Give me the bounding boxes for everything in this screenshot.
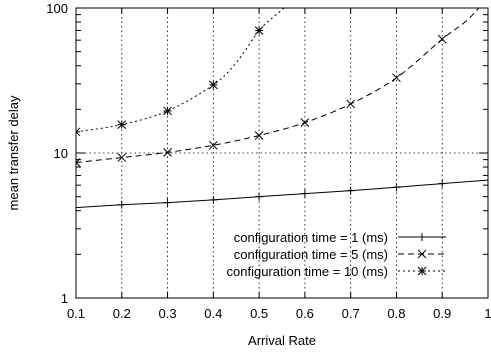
data-point xyxy=(438,179,447,188)
y-tick-label: 1 xyxy=(61,291,68,306)
series-3 xyxy=(76,8,285,137)
legend-marker xyxy=(417,266,427,276)
data-point xyxy=(76,127,81,137)
data-point xyxy=(392,183,401,192)
data-point xyxy=(208,80,218,90)
x-tick-label: 0.4 xyxy=(204,306,222,321)
x-tick-label: 0.7 xyxy=(342,306,360,321)
x-tick-label: 0.6 xyxy=(296,306,314,321)
legend-label: configuration time = 1 (ms) xyxy=(234,230,388,245)
series-line xyxy=(76,8,285,133)
x-tick-label: 0.2 xyxy=(113,306,131,321)
series-line xyxy=(76,8,480,163)
data-point xyxy=(346,186,355,195)
data-point xyxy=(208,140,218,150)
x-tick-label: 1 xyxy=(484,306,491,321)
y-tick-label: 100 xyxy=(46,1,68,16)
data-point xyxy=(117,153,127,162)
x-tick-label: 0.8 xyxy=(387,306,405,321)
x-tick-label: 0.9 xyxy=(433,306,451,321)
series-layer xyxy=(76,8,488,209)
x-tick-label: 0.1 xyxy=(67,306,85,321)
series-2 xyxy=(76,8,480,167)
x-tick-label: 0.5 xyxy=(250,306,268,321)
data-point xyxy=(163,148,172,157)
data-point xyxy=(255,192,264,201)
y-axis-label: mean transfer delay xyxy=(6,95,21,210)
data-point xyxy=(437,34,447,44)
data-point xyxy=(117,120,127,129)
data-point xyxy=(163,106,172,116)
legend-label: configuration time = 5 (ms) xyxy=(234,247,388,262)
series-1 xyxy=(76,179,488,209)
data-point xyxy=(76,158,81,167)
legend-marker xyxy=(417,249,427,259)
y-tick-label: 10 xyxy=(54,146,68,161)
data-point xyxy=(300,189,309,198)
x-axis-label: Arrival Rate xyxy=(248,333,316,348)
series-line xyxy=(76,179,488,209)
data-point xyxy=(209,195,218,204)
x-tick-label: 0.3 xyxy=(159,306,177,321)
data-point xyxy=(254,26,264,35)
data-point xyxy=(392,73,401,83)
data-point xyxy=(254,131,264,140)
legend: configuration time = 1 (ms) configuration… xyxy=(227,230,446,279)
data-point xyxy=(163,198,172,207)
plot-frame xyxy=(75,7,489,299)
data-point xyxy=(117,200,126,209)
data-point xyxy=(346,99,356,109)
data-point xyxy=(300,118,310,127)
legend-marker xyxy=(418,233,426,241)
legend-label: configuration time = 10 (ms) xyxy=(227,264,388,279)
axis-ticks: 0.1 0.2 0.3 0.4 0.5 0.6 0.7 0.8 0.9 1 1 10 100 xyxy=(46,1,491,321)
